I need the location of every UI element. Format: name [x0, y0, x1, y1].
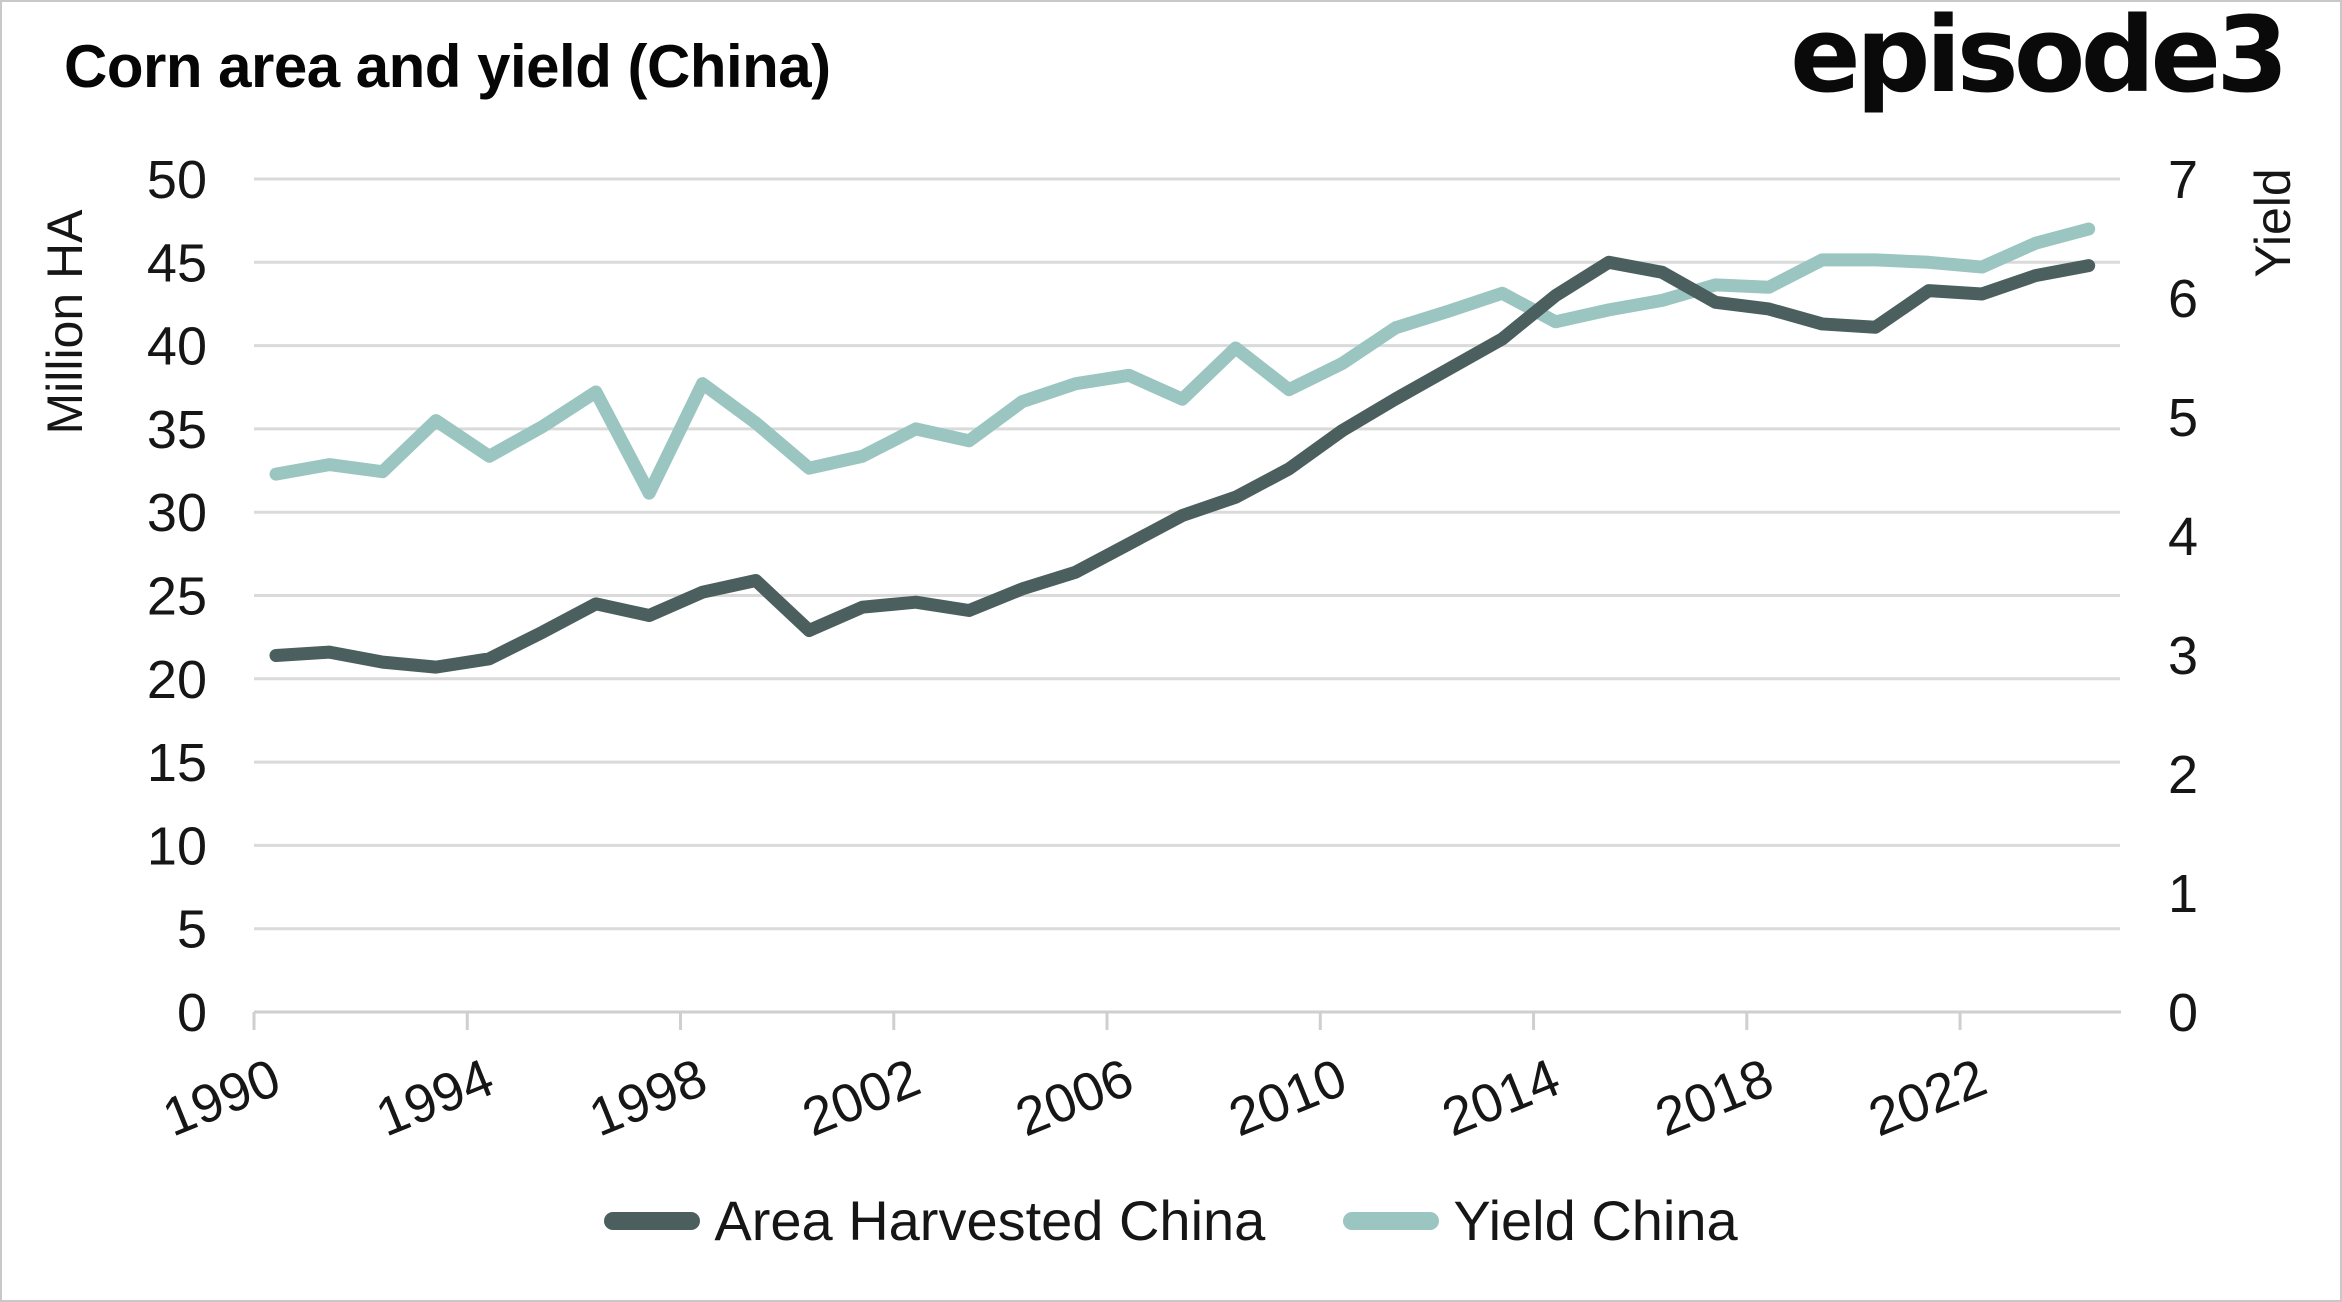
legend-label-yield: Yield China [1453, 1189, 1738, 1252]
x-tick-label: 2018 [1647, 1047, 1781, 1148]
x-tick-label: 2006 [1008, 1047, 1142, 1148]
legend-swatch-yield [1343, 1211, 1440, 1230]
right-tick-label: 4 [2168, 507, 2198, 567]
left-tick-label: 50 [147, 150, 207, 210]
left-tick-label: 5 [177, 900, 207, 960]
left-tick-label: 35 [147, 400, 207, 460]
left-tick-label: 25 [147, 567, 207, 627]
x-tick-label: 2022 [1861, 1047, 1995, 1148]
right-axis-title: Yield [2245, 168, 2301, 277]
series-layer [269, 222, 2096, 674]
legend-item-area-harvested: Area Harvested China [604, 1188, 1265, 1253]
x-tick-label: 1998 [581, 1047, 715, 1148]
x-tick-label: 1990 [155, 1047, 289, 1148]
chart-title: Corn area and yield (China) [64, 33, 831, 100]
right-tick-label: 2 [2168, 745, 2198, 805]
grid-layer [254, 177, 2120, 931]
legend: Area Harvested China Yield China [2, 1188, 2340, 1253]
right-tick-label: 0 [2168, 983, 2198, 1043]
x-tick-label: 2002 [794, 1047, 928, 1148]
x-tick-label: 1994 [368, 1047, 502, 1148]
x-tick-label: 2014 [1434, 1047, 1568, 1148]
left-tick-label: 0 [177, 983, 207, 1043]
left-tick-label: 10 [147, 816, 207, 876]
legend-item-yield: Yield China [1343, 1188, 1738, 1253]
legend-label-area-harvested: Area Harvested China [714, 1189, 1266, 1252]
right-tick-label: 7 [2168, 150, 2198, 210]
left-tick-label: 45 [147, 233, 207, 293]
left-axis-title: Million HA [37, 209, 93, 435]
right-tick-label: 6 [2168, 269, 2198, 329]
right-tick-label: 1 [2168, 864, 2198, 924]
right-tick-label: 3 [2168, 626, 2198, 686]
left-tick-label: 30 [147, 483, 207, 543]
x-tick-label: 2010 [1221, 1047, 1355, 1148]
left-tick-label: 15 [147, 733, 207, 793]
yield-line [269, 222, 2096, 500]
episode3-logo: episode3 [1790, 0, 2289, 116]
area-harvested-line [269, 255, 2096, 674]
left-tick-label: 20 [147, 650, 207, 710]
right-tick-label: 5 [2168, 388, 2198, 448]
legend-swatch-area-harvested [604, 1211, 701, 1230]
left-tick-label: 40 [147, 317, 207, 377]
